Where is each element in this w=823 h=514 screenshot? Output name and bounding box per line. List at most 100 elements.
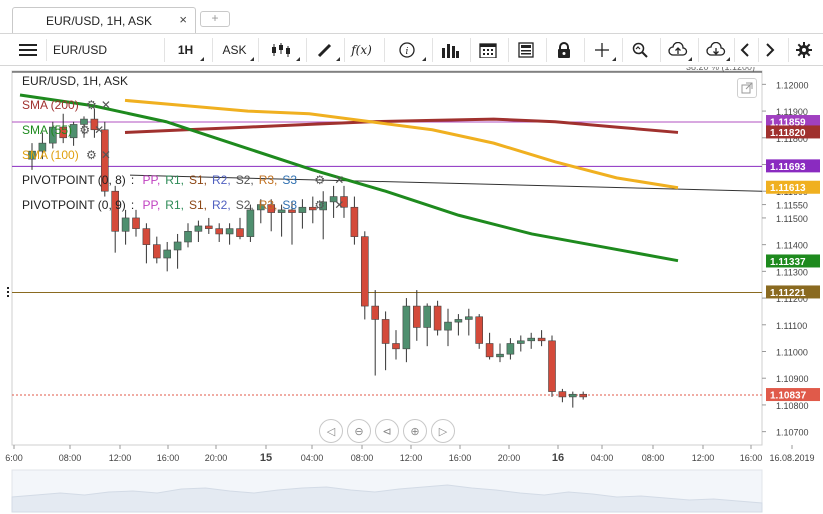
pivot-item: R3, [258, 173, 278, 187]
gear-icon[interactable]: ⚙ [86, 98, 97, 112]
gear-icon[interactable]: ⚙ [314, 198, 326, 212]
sma55-legend[interactable]: SMA (55) ⚙ ✕ [22, 123, 104, 137]
lock-icon[interactable] [546, 38, 580, 62]
pivot-item: R1, [165, 198, 184, 212]
pivot-item: S1, [188, 198, 207, 212]
popout-icon[interactable] [737, 78, 757, 98]
gear-icon[interactable]: ⚙ [86, 148, 97, 162]
calendar-icon[interactable] [470, 38, 504, 62]
candle-body [433, 305, 442, 331]
time-tick-label: 6:00 [5, 453, 23, 463]
candle-body [267, 204, 276, 213]
time-tick-label: 08:00 [59, 453, 82, 463]
close-tab-icon[interactable]: × [179, 12, 187, 27]
time-tick-label: 16 [552, 452, 564, 464]
crosshair-icon[interactable] [584, 38, 618, 62]
pivot2-legend[interactable]: PIVOTPOINT (0, 9): PP, R1, S1, R2, S2, R3, S3 … [22, 198, 345, 212]
candle-body [350, 206, 359, 237]
time-tick-label: 16:00 [740, 453, 763, 463]
sma200-legend[interactable]: SMA (200) ⚙ ✕ [22, 98, 111, 112]
close-icon[interactable]: ✕ [334, 198, 345, 212]
price-badge-label: 1.11859 [770, 118, 806, 129]
close-icon[interactable]: ✕ [334, 173, 345, 187]
time-tick-label: 12:00 [400, 453, 423, 463]
sma100-line [124, 98, 679, 190]
pivot-item: R2, [212, 173, 231, 187]
zoom-icon[interactable] [622, 38, 656, 62]
sma100-legend[interactable]: SMA (100) ⚙ ✕ [22, 148, 111, 162]
price-tick-label: 1.11550 [776, 201, 808, 211]
news-icon[interactable] [508, 38, 542, 62]
moving-averages [19, 93, 679, 263]
pivot1-legend[interactable]: PIVOTPOINT (0, 8): PP, R1, S1, R2, S2, R3, S3 … [22, 173, 345, 187]
zoom-out-icon[interactable]: ⊖ [347, 419, 371, 443]
pivot-item: S3 [282, 173, 298, 187]
timeframe-button[interactable]: 1H [164, 38, 206, 62]
download-icon[interactable] [698, 38, 732, 62]
formula-icon[interactable]: f(x) [344, 38, 378, 62]
candle-body [225, 228, 234, 235]
chart-tab[interactable]: EUR/USD, 1H, ASK × [12, 7, 196, 33]
zoom-in-icon[interactable]: ⊕ [403, 419, 427, 443]
draw-icon[interactable] [306, 38, 342, 62]
pivot-item: PP, [142, 198, 161, 212]
candle-body [402, 305, 411, 350]
gear-icon[interactable]: ⚙ [79, 123, 91, 137]
new-tab-button[interactable]: + [200, 11, 230, 27]
candle-body [412, 305, 421, 328]
close-icon[interactable]: ✕ [94, 123, 105, 137]
info-icon[interactable]: i [384, 38, 428, 62]
time-tick-label: 20:00 [498, 453, 521, 463]
time-tick-label: 12:00 [109, 453, 132, 463]
price-badge-label: 1.11221 [770, 288, 806, 299]
sma200-line [124, 117, 679, 134]
candle-body [568, 393, 577, 398]
bars-icon[interactable] [432, 38, 466, 62]
gear-icon[interactable]: ⚙ [314, 173, 326, 187]
series-legend: EUR/USD, 1H, ASK [22, 74, 128, 88]
close-icon[interactable]: ✕ [100, 98, 111, 112]
pivot-item: S2, [235, 198, 254, 212]
side-button[interactable]: ASK [212, 38, 256, 62]
trend-line [129, 174, 763, 192]
time-tick-label: 16:00 [157, 453, 180, 463]
price-chart[interactable]: 1.120001.119001.118001.117001.116001.115… [0, 67, 823, 514]
pivot-item: S3 [282, 198, 298, 212]
candle-body [80, 118, 88, 125]
chevron-right-icon[interactable] [758, 38, 780, 62]
pivot-item: R3, [258, 198, 278, 212]
time-tick-label: 08:00 [351, 453, 374, 463]
reset-view-icon[interactable]: ⊲ [375, 419, 399, 443]
scroll-right-icon[interactable]: ▷ [431, 419, 455, 443]
sma100-label: SMA (100) [22, 148, 79, 162]
gear-icon[interactable] [788, 38, 818, 62]
time-tick-label: 08:00 [642, 453, 665, 463]
candle-body [516, 340, 525, 344]
scroll-left-icon[interactable]: ◁ [319, 419, 343, 443]
pivot-item: R2, [212, 198, 231, 212]
navigator[interactable] [11, 469, 763, 513]
menu-icon[interactable] [12, 38, 44, 62]
symbol-input[interactable]: EUR/USD [46, 39, 158, 61]
chevron-left-icon[interactable] [734, 38, 754, 62]
candles-icon[interactable] [258, 38, 302, 62]
sma55-line [19, 93, 679, 263]
plot-frame [11, 70, 763, 446]
grid [7, 70, 763, 446]
upload-icon[interactable] [660, 38, 694, 62]
price-tick-label: 1.11000 [776, 348, 808, 358]
price-badge-label: 1.11613 [770, 183, 806, 194]
candle-body [205, 225, 213, 229]
candle-body [464, 316, 473, 320]
candle-body [423, 305, 432, 328]
close-icon[interactable]: ✕ [100, 148, 111, 162]
pivot2-label: PIVOTPOINT (0, 9) [22, 198, 126, 212]
chart-area[interactable]: 1.120001.119001.118001.117001.116001.115… [0, 67, 823, 514]
price-tick-label: 1.11200 [776, 294, 808, 304]
price-badge [766, 159, 820, 173]
pivot-item: S1, [188, 173, 207, 187]
candle-body [236, 228, 244, 237]
candle-body [527, 337, 536, 342]
formula-label: f(x) [351, 43, 372, 57]
